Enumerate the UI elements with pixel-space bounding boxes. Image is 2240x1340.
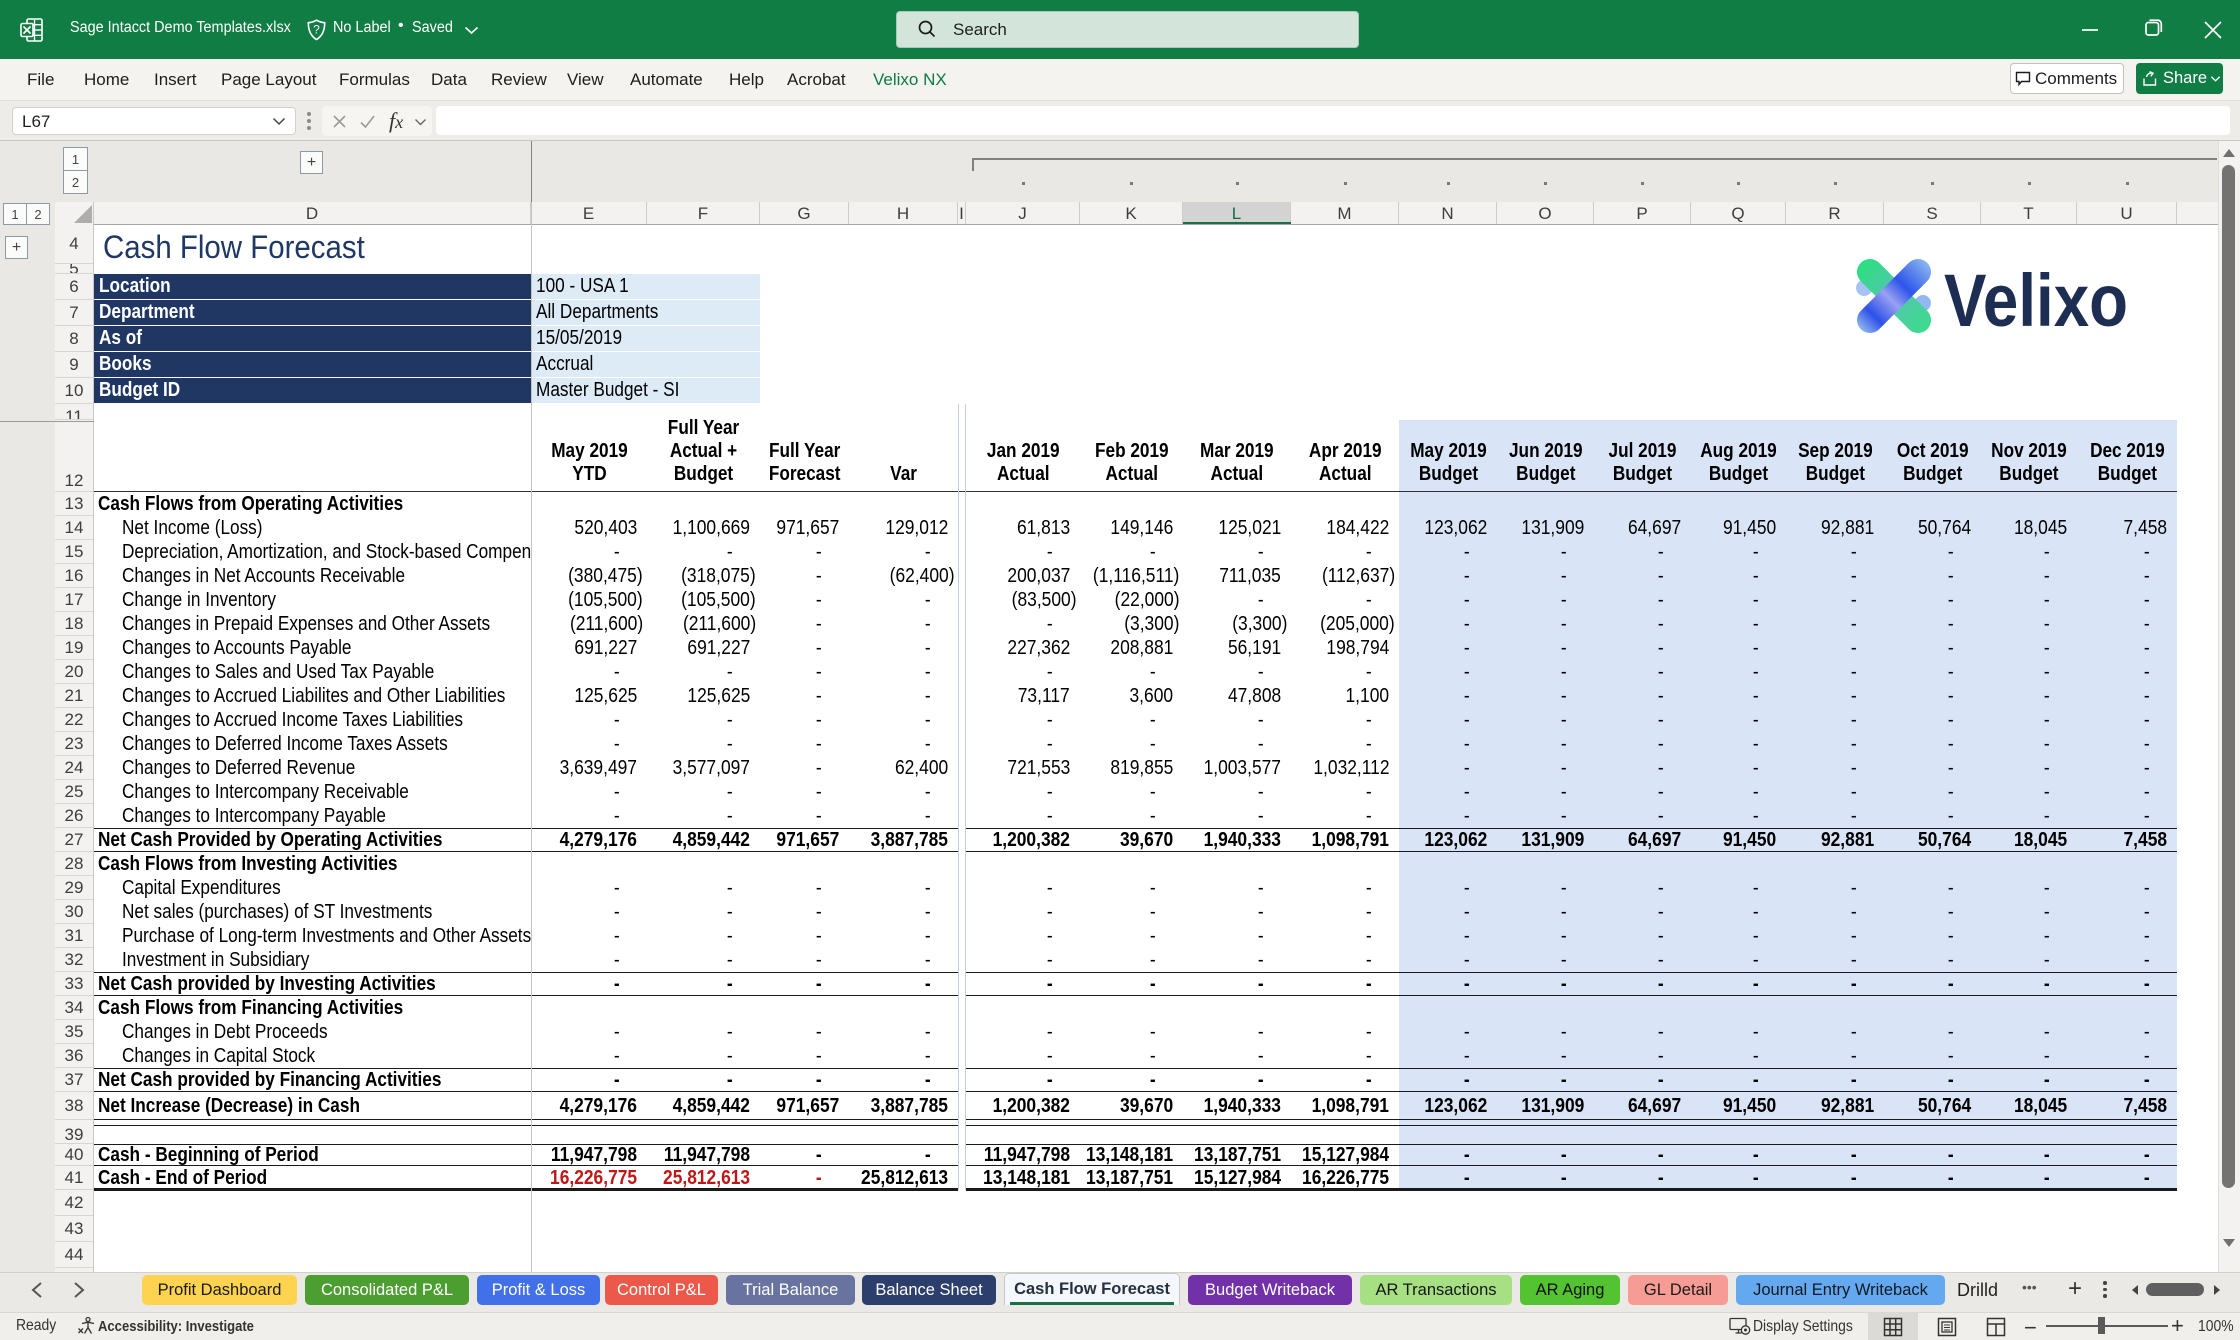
svg-text:?: ? [313, 23, 320, 37]
